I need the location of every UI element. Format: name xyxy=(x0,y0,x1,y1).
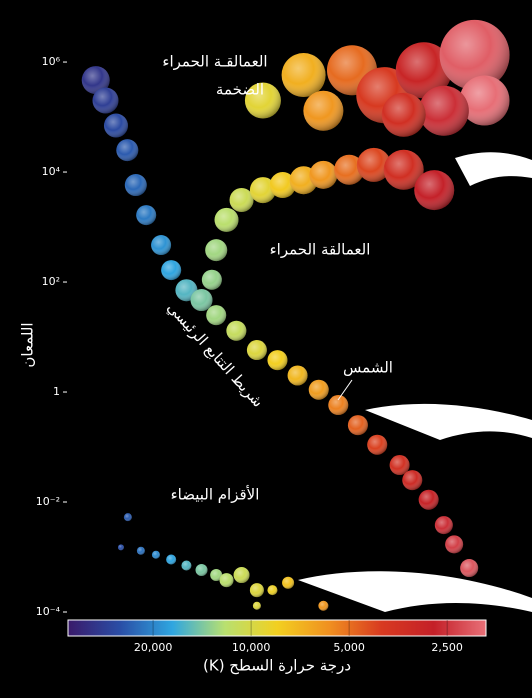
star-shading xyxy=(439,19,510,90)
star-shading xyxy=(226,320,247,341)
star-shading xyxy=(136,546,145,555)
annotation: الأقزام البيضاء xyxy=(171,485,260,504)
annotation: الضخمة xyxy=(216,81,264,99)
star-shading xyxy=(459,75,510,126)
y-tick-label: 1 xyxy=(53,385,60,398)
star-shading xyxy=(116,139,139,162)
star-shading xyxy=(117,544,124,551)
star-shading xyxy=(246,340,267,361)
star-shading xyxy=(123,513,132,522)
star-shading xyxy=(381,92,426,137)
star-shading xyxy=(318,600,329,611)
star-shading xyxy=(161,260,182,281)
star-shading xyxy=(303,90,344,131)
y-tick-label: 10⁶ xyxy=(42,55,61,68)
star-shading xyxy=(190,289,213,312)
star-shading xyxy=(205,239,228,262)
x-tick-label: 20,000 xyxy=(134,641,173,654)
star-shading xyxy=(195,564,208,577)
star-shading xyxy=(249,177,276,204)
star-shading xyxy=(219,573,234,588)
star-shading xyxy=(249,583,264,598)
y-tick-label: 10⁻⁴ xyxy=(36,605,61,618)
star-shading xyxy=(233,567,250,584)
star-shading xyxy=(166,554,177,565)
star-shading xyxy=(181,560,192,571)
star-shading xyxy=(356,147,391,182)
star-shading xyxy=(281,53,326,98)
arrow xyxy=(365,403,532,440)
x-tick-label: 10,000 xyxy=(232,641,271,654)
star-shading xyxy=(367,434,388,455)
star-shading xyxy=(418,489,439,510)
star-shading xyxy=(267,350,288,371)
star-shading xyxy=(124,174,147,197)
star-shading xyxy=(445,535,464,554)
star-shading xyxy=(347,415,368,436)
star-shading xyxy=(308,379,329,400)
star-shading xyxy=(383,149,424,190)
star-shading xyxy=(389,455,410,476)
annotation: الشمس xyxy=(343,359,393,377)
star-shading xyxy=(460,559,479,578)
y-tick-label: 10⁻² xyxy=(36,495,60,508)
star-shading xyxy=(402,470,423,491)
star-shading xyxy=(229,188,254,213)
annotation: العمالقة الحمراء xyxy=(270,241,371,259)
x-axis-label: درجة حرارة السطح (K) xyxy=(203,657,351,675)
star-shading xyxy=(206,305,227,326)
star-shading xyxy=(214,207,239,232)
star-shading xyxy=(92,87,119,114)
star-shading xyxy=(252,601,261,610)
star-shading xyxy=(151,550,160,559)
y-tick-label: 10⁴ xyxy=(42,165,61,178)
star-shading xyxy=(334,154,365,185)
star-shading xyxy=(309,160,338,189)
star-shading xyxy=(103,113,128,138)
star-shading xyxy=(414,170,455,211)
star-shading xyxy=(434,516,453,535)
colorbar xyxy=(67,619,487,637)
leader-line xyxy=(337,379,353,401)
star-shading xyxy=(269,172,296,199)
arrow xyxy=(298,571,532,612)
y-tick-label: 10² xyxy=(42,275,60,288)
star-shading xyxy=(287,365,308,386)
x-tick-label: 2,500 xyxy=(431,641,463,654)
star-shading xyxy=(395,42,452,99)
annotation: العمالقـة الحمراء xyxy=(162,53,267,71)
x-tick-label: 5,000 xyxy=(333,641,365,654)
star-shading xyxy=(267,585,278,596)
star-shading xyxy=(136,205,157,226)
star-shading xyxy=(328,395,349,416)
star-shading xyxy=(81,66,110,95)
y-axis-label: اللمعان xyxy=(19,322,37,367)
plot-area xyxy=(81,19,510,611)
star-shading xyxy=(151,235,172,256)
arrow xyxy=(455,152,532,186)
star-shading xyxy=(201,269,222,290)
star-shading xyxy=(282,576,295,589)
star-shading xyxy=(244,82,281,119)
star-shading xyxy=(210,569,223,582)
star-shading xyxy=(418,85,469,136)
